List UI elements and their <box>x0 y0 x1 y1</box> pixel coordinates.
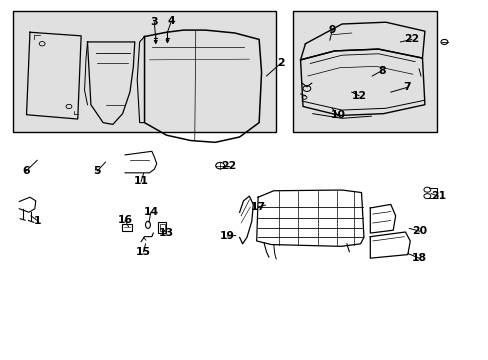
Text: 7: 7 <box>402 82 410 93</box>
Text: 16: 16 <box>117 215 132 225</box>
Text: 12: 12 <box>351 91 366 101</box>
Text: 14: 14 <box>143 207 158 217</box>
Text: 5: 5 <box>93 166 101 176</box>
Text: 1: 1 <box>34 216 41 225</box>
Bar <box>293 12 436 132</box>
Text: 8: 8 <box>378 66 385 76</box>
Text: 15: 15 <box>136 247 151 257</box>
Text: 11: 11 <box>133 176 148 186</box>
Text: 9: 9 <box>328 25 335 35</box>
Text: 20: 20 <box>412 226 427 236</box>
Text: 22: 22 <box>221 161 236 171</box>
Text: 2: 2 <box>276 58 284 68</box>
Text: 10: 10 <box>330 111 345 121</box>
Text: 17: 17 <box>250 202 265 212</box>
Bar <box>13 12 276 132</box>
Text: 21: 21 <box>430 191 445 201</box>
Bar <box>158 222 165 233</box>
Text: 18: 18 <box>411 253 426 263</box>
Text: 13: 13 <box>159 228 174 238</box>
Text: 4: 4 <box>167 16 175 26</box>
Text: 19: 19 <box>220 231 234 241</box>
Bar <box>122 224 132 231</box>
Text: 3: 3 <box>150 17 158 27</box>
Text: 22: 22 <box>403 35 419 44</box>
Bar <box>159 224 164 231</box>
Text: 6: 6 <box>22 166 30 176</box>
